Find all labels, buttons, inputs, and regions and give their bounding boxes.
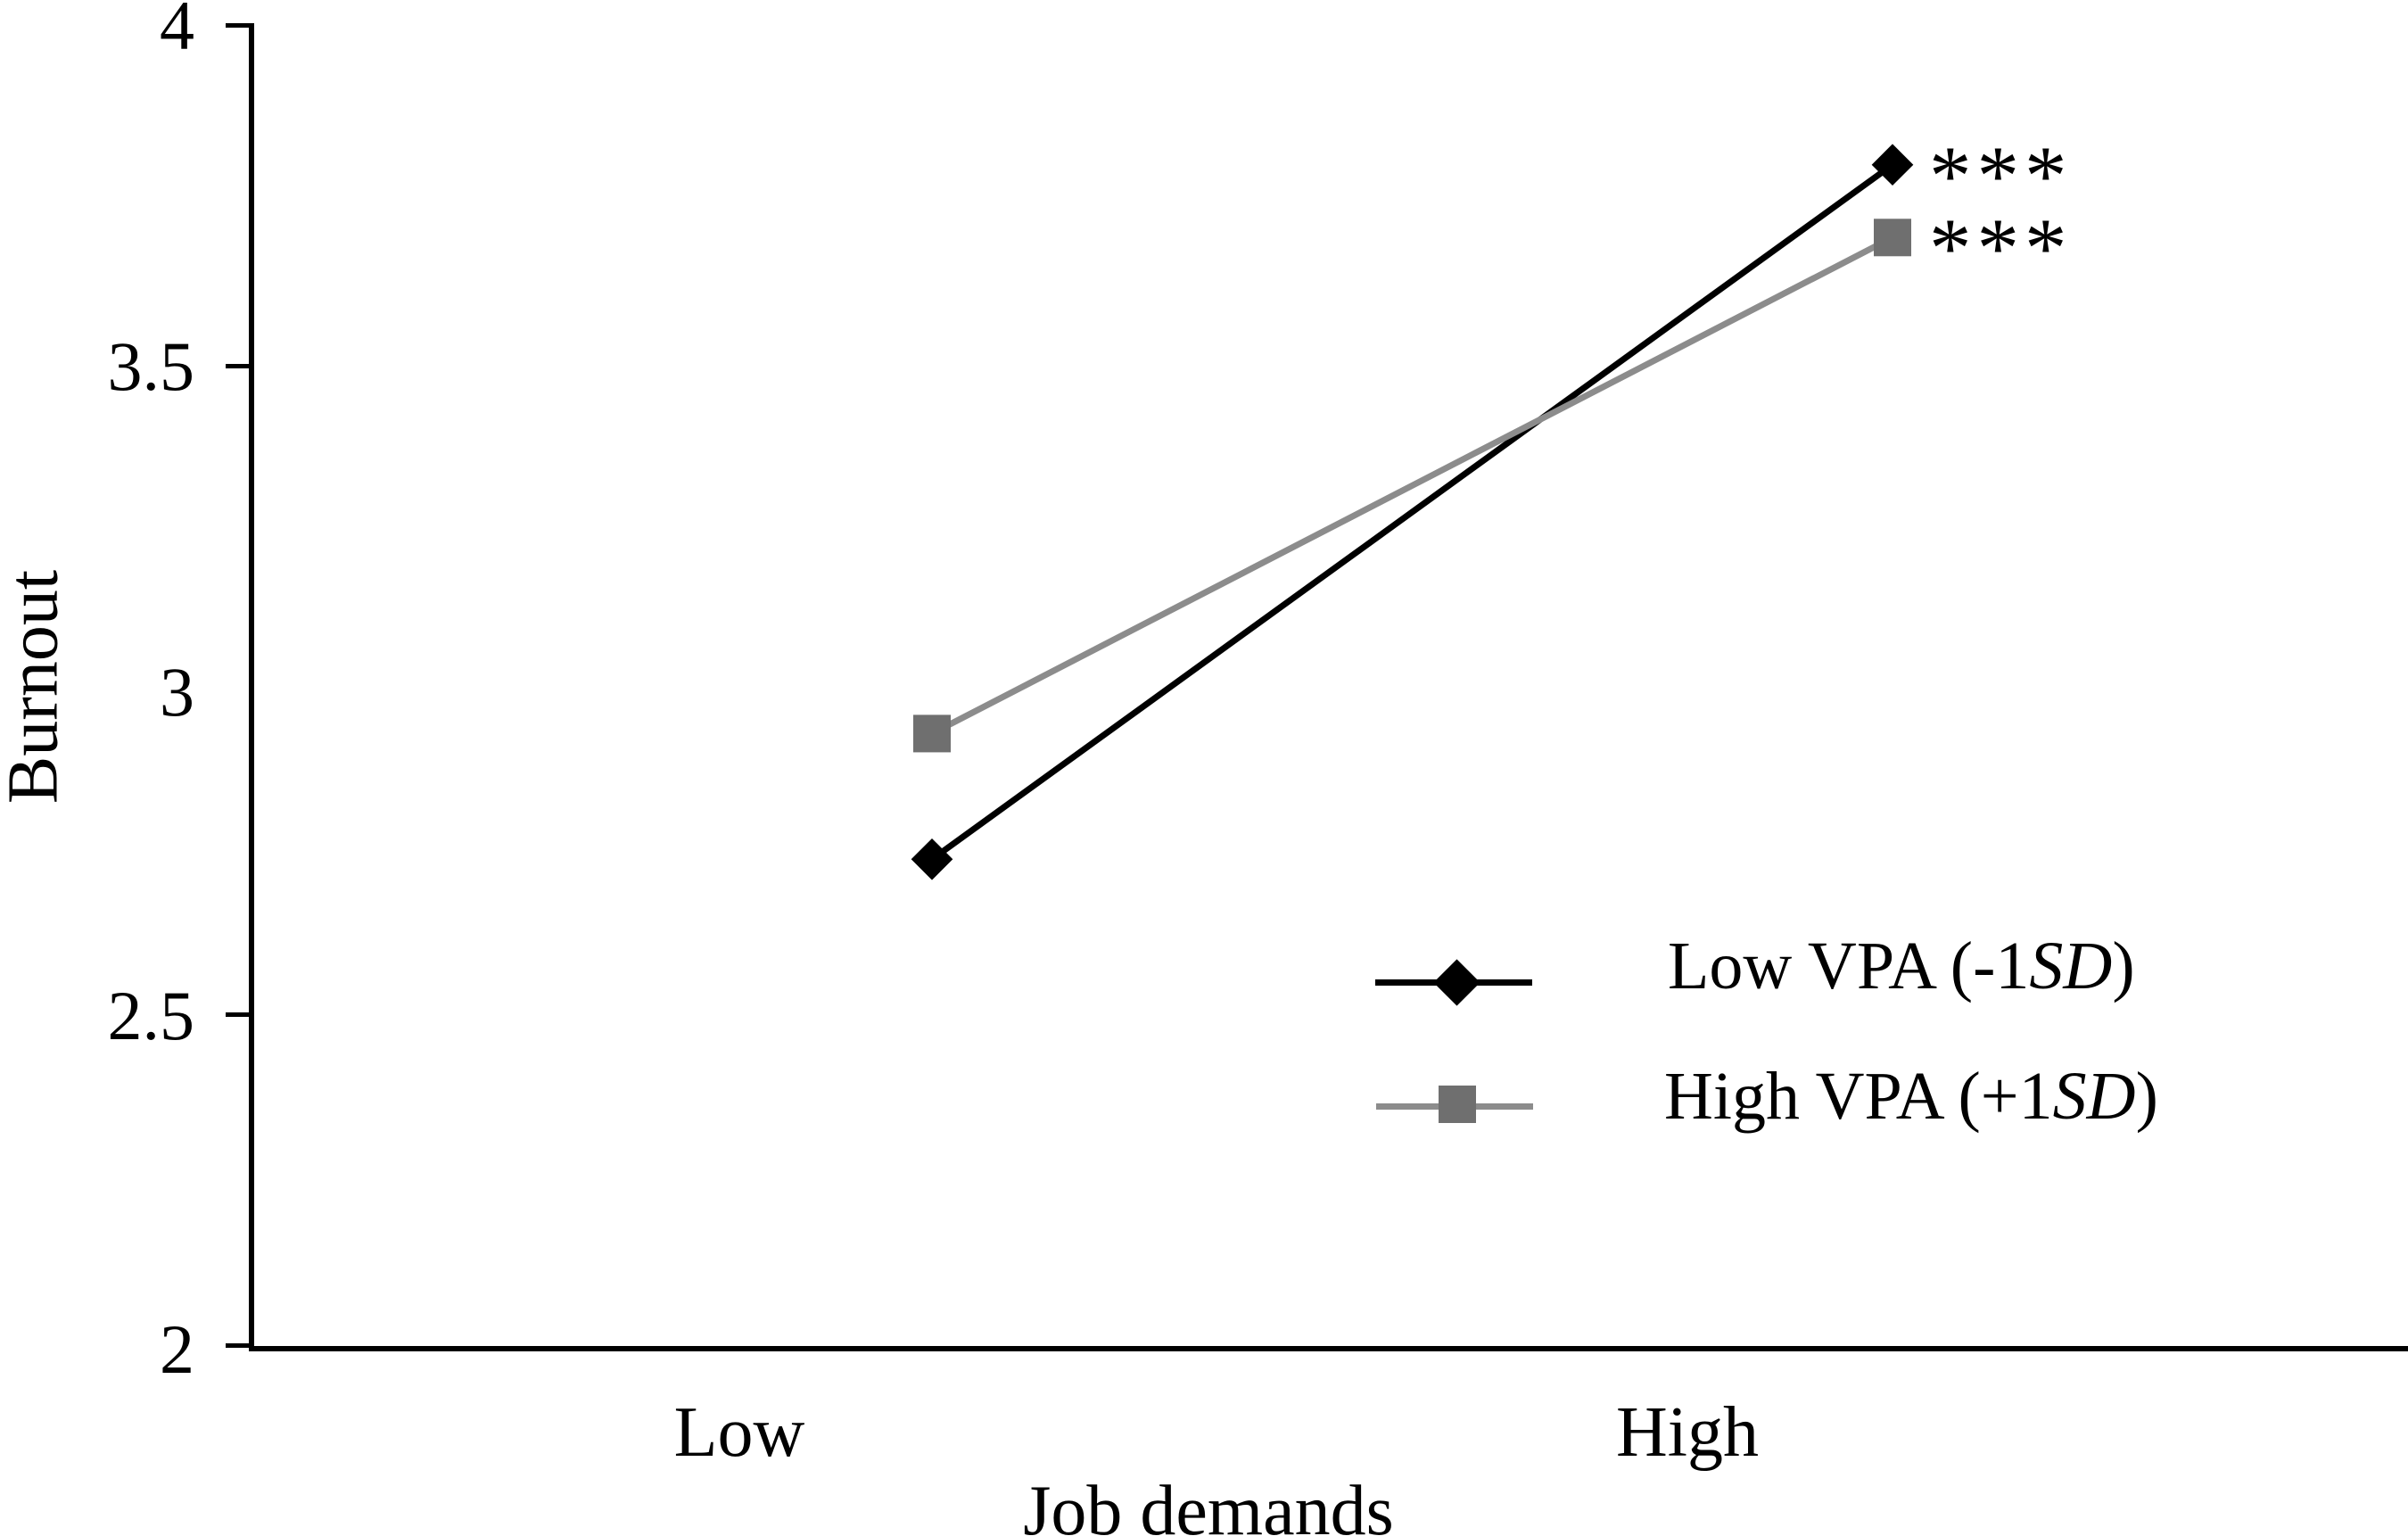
diamond-marker bbox=[1871, 144, 1914, 186]
legend-label-italic-sd: SD bbox=[2029, 928, 2113, 1003]
y-tick-label-4: 4 bbox=[160, 0, 194, 64]
y-tick-2 bbox=[226, 1343, 253, 1348]
y-tick-label-2: 2 bbox=[160, 1310, 194, 1388]
legend-label-suffix: ) bbox=[2135, 1058, 2158, 1134]
legend-label-high-vpa: High VPA (+1 SD) bbox=[1664, 1059, 2158, 1134]
legend-label-low-vpa: Low VPA (-1 SD) bbox=[1668, 929, 2135, 1003]
y-tick-label-3: 3 bbox=[160, 653, 194, 731]
series-low-vpa-line bbox=[929, 161, 1895, 863]
legend-label-suffix: ) bbox=[2112, 928, 2135, 1003]
x-axis-line bbox=[249, 1346, 2408, 1351]
y-tick-2p5 bbox=[226, 1012, 253, 1017]
legend-label-text: High VPA (+1 bbox=[1664, 1058, 2053, 1134]
x-axis-title: Job demands bbox=[1023, 1471, 1394, 1536]
y-tick-3p5 bbox=[226, 364, 253, 368]
y-tick-4 bbox=[226, 23, 253, 28]
y-tick-label-3p5: 3.5 bbox=[107, 327, 195, 405]
x-category-low: Low bbox=[673, 1392, 805, 1472]
square-marker bbox=[1874, 219, 1911, 257]
significance-stars-high-vpa: *** bbox=[1929, 201, 2073, 295]
square-marker bbox=[913, 714, 951, 753]
significance-stars-low-vpa: *** bbox=[1929, 128, 2073, 223]
series-high-vpa-line bbox=[930, 235, 1894, 737]
legend-label-text: Low VPA (-1 bbox=[1668, 928, 2030, 1003]
legend-label-italic-sd: SD bbox=[2052, 1058, 2136, 1134]
y-tick-label-2p5: 2.5 bbox=[107, 977, 195, 1054]
x-category-high: High bbox=[1616, 1392, 1759, 1472]
y-axis-line bbox=[249, 23, 254, 1351]
legend-square-icon bbox=[1439, 1086, 1476, 1123]
diamond-marker bbox=[911, 838, 953, 880]
